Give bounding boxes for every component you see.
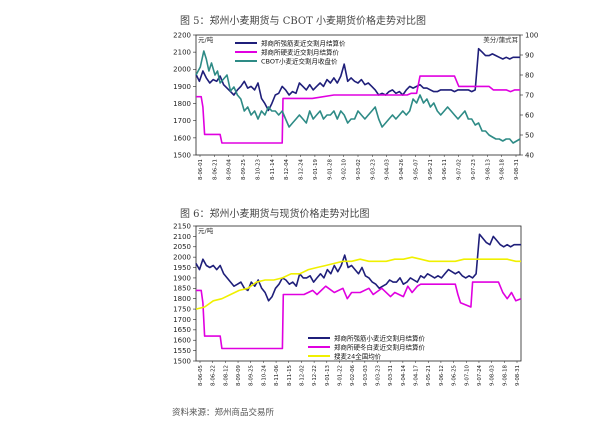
y2-tick-label: 50 bbox=[525, 131, 534, 139]
source-note: 资料来源：郑州商品交易所 bbox=[172, 408, 275, 418]
x-tick-label: 9-01-19 bbox=[313, 158, 319, 180]
x-tick-label: 9-05-21 bbox=[428, 159, 434, 180]
x-tick-label: 9-07-23 bbox=[471, 159, 477, 180]
y-axis-unit: 元/吨 bbox=[198, 226, 214, 235]
x-tick-label: 9-07-02 bbox=[457, 159, 463, 180]
x-tick-label: 8-12-24 bbox=[299, 158, 305, 180]
x-tick-label: 9-08-03 bbox=[490, 365, 496, 386]
y-tick-label: 2150 bbox=[173, 222, 191, 230]
y-tick-label: 2000 bbox=[173, 66, 191, 74]
x-tick-label: 8-06-05 bbox=[198, 365, 204, 386]
y-axis-unit: 元/吨 bbox=[198, 35, 214, 44]
y-tick-label: 1700 bbox=[173, 117, 191, 125]
y-tick-label: 2200 bbox=[173, 31, 191, 39]
legend-label-1: 郑商所强筋麦近交割月结算价 bbox=[261, 38, 346, 47]
x-tick-label: 9-02-10 bbox=[342, 158, 348, 180]
x-tick-label: 9-08-18 bbox=[502, 364, 508, 386]
y2-tick-label: 40 bbox=[525, 151, 534, 159]
series-line-2 bbox=[196, 281, 522, 350]
y-tick-label: 1550 bbox=[173, 347, 191, 355]
x-tick-label: 9-03-23 bbox=[376, 365, 382, 386]
x-tick-label: 9-01-28 bbox=[327, 158, 333, 180]
x-tick-label: 8-06-01 bbox=[198, 159, 204, 180]
series-line-1 bbox=[195, 47, 520, 112]
x-tick-label: 9-03-02 bbox=[356, 159, 362, 180]
x-tick-label: 9-08-31 bbox=[514, 159, 520, 180]
y2-tick-label: 80 bbox=[525, 71, 534, 79]
x-tick-label: 8-11-14 bbox=[270, 158, 276, 180]
legend-label-2: 郑商所硬冬白麦近交割月结算价 bbox=[334, 342, 426, 351]
y-tick-label: 2100 bbox=[173, 49, 191, 57]
x-tick-label: 9-03-03 bbox=[363, 365, 369, 386]
x-tick-label: 8-11-15 bbox=[287, 365, 293, 386]
series-line-2 bbox=[196, 75, 520, 144]
x-tick-label: 9-04-17 bbox=[414, 365, 420, 386]
x-tick-label: 9-05-07 bbox=[413, 159, 419, 180]
figure-2-title: 图 6：郑州小麦期货与现货价格走势对比图 bbox=[180, 209, 370, 220]
y-tick-label: 1500 bbox=[173, 151, 191, 159]
x-tick-label: 9-06-11 bbox=[442, 159, 448, 180]
y-tick-label: 1850 bbox=[173, 285, 191, 293]
series-line-3 bbox=[195, 50, 521, 144]
y2-tick-label: 100 bbox=[525, 31, 538, 39]
x-tick-label: 9-08-31 bbox=[515, 365, 521, 386]
x-tick-label: 9-06-25 bbox=[452, 365, 458, 386]
legend-label-3: CBOT小麦近交割月收盘价 bbox=[261, 56, 338, 65]
x-tick-label: 9-08-13 bbox=[485, 159, 491, 180]
y-tick-label: 1950 bbox=[173, 264, 191, 272]
chart-cbot-comparison: 1500 1600 1700 1800 1900 2000 2100 2200 元/吨 40 50 6… bbox=[173, 31, 538, 180]
x-tick-label: 9-07-24 bbox=[477, 364, 483, 386]
y-tick-label: 1800 bbox=[173, 100, 191, 108]
legend-label-3: 搜麦24全国均价 bbox=[334, 351, 382, 360]
x-tick-label: 8-06-21 bbox=[212, 159, 218, 180]
x-tick-label: 9-06-12 bbox=[439, 365, 445, 386]
y-tick-label: 1600 bbox=[173, 337, 191, 345]
y-tick-label: 2000 bbox=[173, 254, 191, 262]
y2-axis-unit: 美分/蒲式耳 bbox=[483, 35, 518, 44]
y-tick-label: 1500 bbox=[173, 357, 191, 365]
y2-tick-label: 60 bbox=[525, 111, 534, 119]
x-tick-label: 8-09-04 bbox=[227, 158, 233, 180]
y-tick-label: 1650 bbox=[173, 326, 191, 334]
series-line-1 bbox=[195, 233, 521, 302]
x-tick-label: 9-03-23 bbox=[370, 159, 376, 180]
x-tick-label: 8-12-02 bbox=[299, 365, 305, 386]
x-tick-label: 8-06-22 bbox=[211, 365, 217, 386]
x-tick-label: 8-10-23 bbox=[255, 159, 261, 180]
x-tick-label: 8-09-25 bbox=[241, 159, 247, 180]
y-tick-label: 1900 bbox=[173, 274, 191, 282]
y-tick-label: 1600 bbox=[173, 134, 191, 142]
chart-spot-comparison: 1500 1550 1600 1650 1700 1750 1800 1850 1900 1950… bbox=[173, 222, 522, 386]
plot-frame bbox=[195, 225, 522, 362]
y-tick-label: 2100 bbox=[173, 233, 191, 241]
y-tick-label: 1900 bbox=[173, 83, 191, 91]
x-tick-label: 9-02-06 bbox=[350, 364, 356, 386]
x-tick-label: 8-11-06 bbox=[274, 364, 280, 386]
x-tick-label: 9-04-26 bbox=[399, 158, 405, 180]
x-tick-label: 9-12-22 bbox=[312, 365, 318, 386]
x-tick-label: 9-04-14 bbox=[401, 364, 407, 386]
x-tick-label: 9-04-03 bbox=[385, 159, 391, 180]
x-tick-label: 8-08-12 bbox=[223, 365, 229, 386]
x-tick-label: 9-01-22 bbox=[337, 365, 343, 386]
y-tick-label: 2050 bbox=[173, 243, 191, 251]
x-tick-label: 9-03-31 bbox=[388, 365, 394, 386]
series-line-3 bbox=[195, 256, 521, 310]
x-tick-label: 9-05-21 bbox=[426, 365, 432, 386]
x-tick-label: 8-09-25 bbox=[249, 365, 255, 386]
y2-tick-label: 90 bbox=[525, 51, 534, 59]
x-tick-label: 9-08-18 bbox=[500, 158, 506, 180]
x-tick-label: 9-01-13 bbox=[325, 365, 331, 386]
y-tick-label: 1700 bbox=[173, 316, 191, 324]
figure-1-title: 图 5：郑州小麦期货与 CBOT 小麦期货价格走势对比图 bbox=[180, 16, 426, 27]
x-tick-label: 8-10-24 bbox=[261, 364, 267, 386]
legend-label-1: 郑商所强筋小麦近交割月结算价 bbox=[334, 333, 426, 342]
y-tick-label: 1750 bbox=[173, 305, 191, 313]
x-tick-label: 8-09-09 bbox=[236, 364, 242, 386]
y-tick-label: 1800 bbox=[173, 295, 191, 303]
legend-label-2: 郑商所硬麦近交割月结算价 bbox=[261, 47, 340, 56]
x-tick-label: 9-07-10 bbox=[464, 364, 470, 386]
y2-tick-label: 70 bbox=[525, 91, 534, 99]
x-tick-label: 8-12-04 bbox=[284, 158, 290, 180]
